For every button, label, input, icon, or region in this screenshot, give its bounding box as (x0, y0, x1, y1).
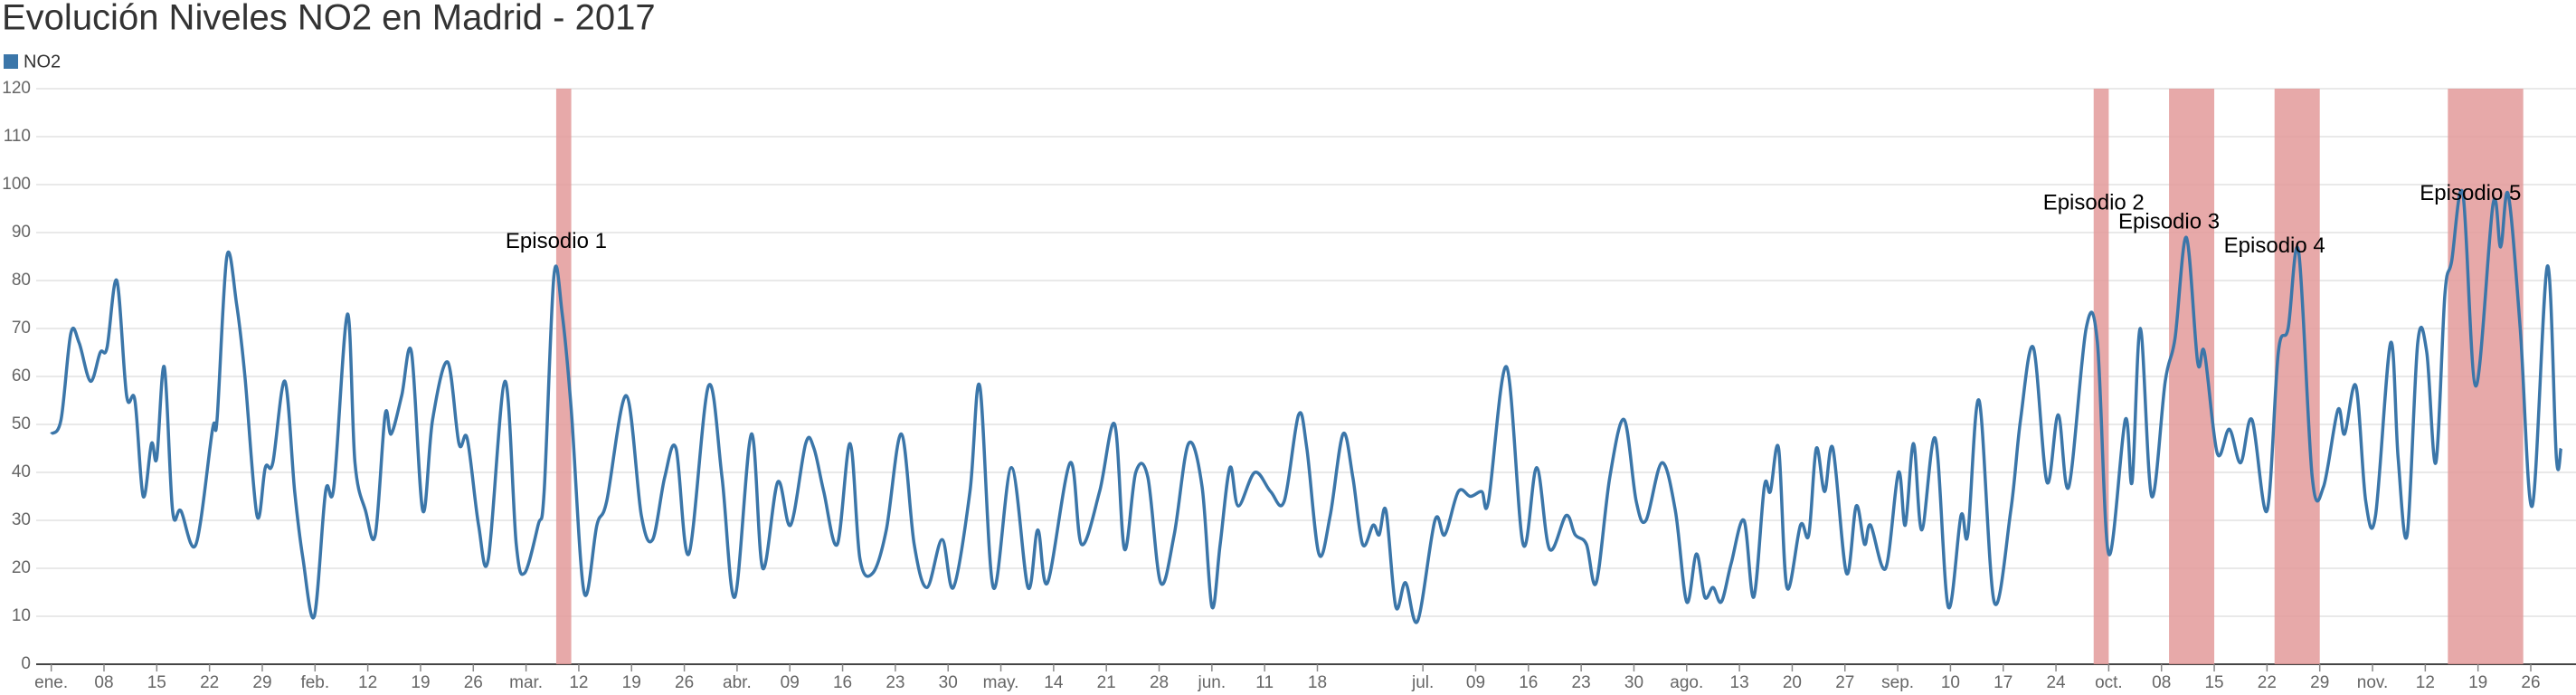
y-tick-label: 70 (12, 319, 31, 338)
x-tick-label: 08 (2152, 673, 2171, 692)
x-tick-label: 10 (1941, 673, 1960, 692)
x-tick-label: oct. (2095, 673, 2123, 692)
x-tick-label: may. (983, 673, 1019, 692)
x-tick-label: 12 (569, 673, 588, 692)
y-tick-label: 0 (21, 654, 31, 673)
x-tick-label: 23 (886, 673, 904, 692)
chart-title: Evolución Niveles NO2 en Madrid - 2017 (2, 0, 656, 38)
x-tick-label: 26 (675, 673, 694, 692)
x-tick-label: 08 (94, 673, 113, 692)
x-tick-label: 28 (1150, 673, 1169, 692)
episode-band (2274, 89, 2320, 664)
x-tick-label: 23 (1572, 673, 1591, 692)
x-tick-label: 29 (252, 673, 271, 692)
x-tick-label: 30 (939, 673, 958, 692)
x-tick-label: 13 (1730, 673, 1749, 692)
x-tick-label: 11 (1255, 673, 1274, 692)
x-tick-label: 09 (781, 673, 800, 692)
x-tick-label: mar. (509, 673, 543, 692)
legend-label: NO2 (24, 52, 61, 71)
x-tick-label: 17 (1994, 673, 2012, 692)
annotation: Episodio 3 (2118, 210, 2220, 234)
x-tick-label: 29 (2310, 673, 2329, 692)
x-tick-label: 20 (1783, 673, 1802, 692)
y-tick-label: 90 (12, 223, 31, 242)
annotation: Episodio 4 (2224, 233, 2325, 258)
episode-band (2448, 89, 2524, 664)
episode-band (555, 89, 572, 664)
episode-band (2093, 89, 2109, 664)
x-tick-label: ago. (1670, 673, 1703, 692)
x-tick-label: 19 (411, 673, 430, 692)
legend-swatch (4, 54, 18, 69)
x-tick-label: 30 (1624, 673, 1643, 692)
x-tick-label: 26 (2521, 673, 2540, 692)
x-tick-label: 26 (464, 673, 483, 692)
y-tick-label: 80 (12, 271, 31, 290)
y-tick-label: 120 (2, 79, 31, 98)
y-tick-label: 10 (12, 606, 31, 625)
x-tick-label: nov. (2357, 673, 2389, 692)
annotation: Episodio 2 (2043, 191, 2145, 215)
data-line (50, 188, 2563, 624)
x-tick-label: 15 (147, 673, 166, 692)
x-tick-label: 12 (2416, 673, 2435, 692)
x-tick-label: jul. (1411, 673, 1434, 692)
x-tick-label: 21 (1097, 673, 1116, 692)
x-tick-label: 19 (2468, 673, 2487, 692)
x-tick-label: 22 (2258, 673, 2277, 692)
y-tick-label: 110 (4, 127, 31, 146)
x-tick-label: 09 (1466, 673, 1485, 692)
annotation: Episodio 1 (506, 229, 607, 253)
x-tick-label: 15 (2204, 673, 2223, 692)
x-tick-label: ene. (34, 673, 68, 692)
x-tick-label: 22 (200, 673, 219, 692)
x-tick-label: abr. (723, 673, 752, 692)
y-tick-label: 30 (12, 510, 31, 529)
x-tick-label: 24 (2046, 673, 2066, 692)
x-tick-label: 16 (833, 673, 852, 692)
x-tick-label: 16 (1519, 673, 1538, 692)
y-tick-label: 60 (12, 367, 31, 386)
x-tick-label: feb. (300, 673, 329, 692)
x-tick-label: 27 (1835, 673, 1854, 692)
y-tick-label: 20 (12, 558, 31, 577)
x-tick-label: sep. (1881, 673, 1914, 692)
y-tick-label: 40 (12, 462, 31, 481)
x-tick-label: 19 (622, 673, 641, 692)
y-tick-label: 100 (2, 175, 31, 194)
y-tick-label: 50 (12, 414, 31, 433)
x-tick-label: 14 (1044, 673, 1064, 692)
x-tick-label: 18 (1308, 673, 1327, 692)
x-tick-label: jun. (1198, 673, 1226, 692)
x-tick-label: 12 (358, 673, 377, 692)
annotation: Episodio 5 (2420, 181, 2521, 205)
